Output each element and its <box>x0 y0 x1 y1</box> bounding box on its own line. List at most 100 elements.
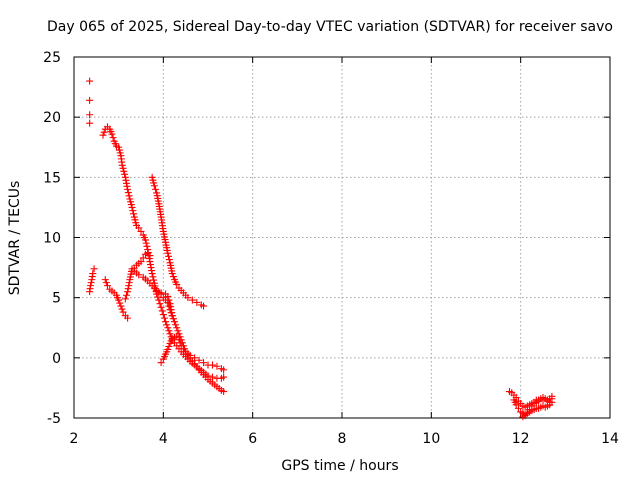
data-point <box>89 270 97 278</box>
data-point <box>539 396 547 404</box>
data-point <box>116 299 124 307</box>
data-point <box>124 288 132 296</box>
data-series <box>86 77 556 421</box>
data-point <box>109 134 117 142</box>
data-point <box>128 203 136 211</box>
data-point <box>137 227 145 235</box>
data-point <box>160 314 168 322</box>
data-point <box>157 359 165 367</box>
series-arc-d <box>148 173 208 310</box>
data-point <box>548 392 556 400</box>
data-point <box>86 119 94 127</box>
data-point <box>163 321 171 329</box>
data-point <box>168 309 176 317</box>
x-tick-label: 6 <box>248 431 257 447</box>
data-point <box>100 128 108 136</box>
data-point <box>86 111 94 119</box>
data-point <box>115 296 123 304</box>
data-point <box>150 182 158 190</box>
y-tick-label: 0 <box>52 351 61 367</box>
data-point <box>139 254 147 262</box>
data-point <box>121 295 129 303</box>
data-point <box>153 288 161 296</box>
chart-title: Day 065 of 2025, Sidereal Day-to-day VTE… <box>47 19 613 35</box>
data-point <box>148 270 156 278</box>
data-point <box>123 182 131 190</box>
series-arc-c <box>101 276 132 322</box>
data-point <box>86 96 94 104</box>
y-tick-label: -5 <box>47 411 61 427</box>
x-axis-label: GPS time / hours <box>281 458 398 474</box>
data-point <box>101 276 109 284</box>
x-tick-label: 8 <box>338 431 347 447</box>
data-point <box>141 236 149 244</box>
data-point <box>176 339 184 347</box>
x-tick-label: 14 <box>601 431 619 447</box>
data-point <box>119 164 127 172</box>
data-point <box>173 332 181 340</box>
data-point <box>119 308 127 316</box>
y-tick-label: 5 <box>52 291 61 307</box>
grid <box>74 57 610 418</box>
data-point <box>166 300 174 308</box>
x-tick-label: 4 <box>159 431 168 447</box>
data-point <box>148 267 156 275</box>
x-tick-label: 12 <box>512 431 530 447</box>
data-point <box>167 306 175 314</box>
data-point <box>173 280 181 288</box>
data-point <box>173 324 181 332</box>
data-point <box>164 324 172 332</box>
data-point <box>213 362 221 370</box>
data-point <box>124 314 132 322</box>
data-point <box>124 185 132 193</box>
data-point <box>165 256 173 264</box>
data-point <box>124 285 132 293</box>
data-point <box>526 406 534 414</box>
data-point <box>129 207 137 215</box>
data-point <box>169 273 177 281</box>
data-point <box>162 318 170 326</box>
data-point <box>124 189 132 197</box>
x-tick-label: 10 <box>422 431 440 447</box>
y-tick-labels: -5 0 5 10 15 20 25 <box>43 50 61 427</box>
data-point <box>99 131 107 139</box>
y-tick-label: 10 <box>43 231 61 247</box>
data-point <box>171 318 178 326</box>
data-point <box>137 258 145 266</box>
data-point <box>87 279 95 287</box>
data-point <box>156 300 164 308</box>
data-point <box>150 276 158 284</box>
data-point <box>146 258 154 266</box>
data-point <box>523 409 531 417</box>
data-point <box>143 242 151 250</box>
data-point <box>158 307 166 315</box>
data-point <box>121 170 129 178</box>
data-point <box>154 293 162 301</box>
data-point <box>120 167 128 175</box>
data-point <box>122 176 130 184</box>
data-point <box>208 373 216 381</box>
data-point <box>157 289 165 297</box>
data-point <box>147 264 155 272</box>
data-point <box>90 265 98 273</box>
x-tick-labels: 2 4 6 8 10 12 14 <box>70 431 619 447</box>
data-point <box>165 252 173 260</box>
data-point <box>208 361 216 369</box>
data-point <box>122 179 130 187</box>
data-point <box>108 130 116 138</box>
data-point <box>125 282 133 290</box>
data-point <box>125 279 133 287</box>
data-point <box>159 311 167 319</box>
y-tick-label: 20 <box>43 110 61 126</box>
data-point <box>102 279 110 287</box>
data-point <box>175 336 183 344</box>
data-point <box>86 77 94 85</box>
data-point <box>168 312 176 320</box>
data-point <box>155 296 163 304</box>
data-point <box>165 327 173 335</box>
data-point <box>514 404 522 412</box>
data-point <box>165 296 173 304</box>
data-point <box>174 327 182 335</box>
data-point <box>220 373 228 381</box>
